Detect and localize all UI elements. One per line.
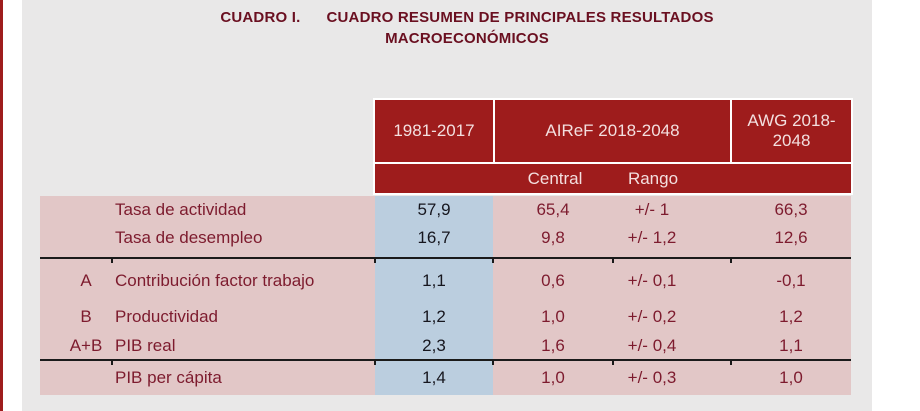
table-row: Tasa de actividad 57,9 65,4 +/- 1 66,3	[40, 196, 851, 224]
value-1981-2017: 2,3	[422, 335, 446, 355]
rule-tick	[492, 359, 494, 365]
rule-tick	[730, 257, 732, 263]
value-airef-rango: +/- 0,4	[627, 335, 677, 355]
table-number-label: CUADRO I.	[220, 9, 301, 26]
value-airef-rango: +/- 1,2	[627, 228, 677, 247]
row-label: Tasa de actividad	[115, 200, 247, 219]
value-awg: 1,1	[779, 335, 803, 355]
header-subrow: Central Rango	[373, 162, 853, 195]
header-col-airef: AIReF 2018-2048	[493, 98, 732, 164]
value-awg: 1,0	[779, 367, 803, 387]
section-rule-top	[40, 257, 851, 259]
value-airef-rango: +/- 0,2	[627, 306, 677, 326]
table-rows: Tasa de actividad 57,9 65,4 +/- 1 66,3 T…	[40, 196, 851, 395]
section-rule-bottom	[40, 359, 851, 361]
rule-tick	[492, 257, 494, 263]
value-airef-rango: +/- 0,1	[627, 271, 677, 290]
rule-tick	[730, 359, 732, 365]
row-label: Productividad	[115, 306, 219, 326]
table-row: PIB per cápita 1,4 1,0 +/- 0,3 1,0	[40, 360, 851, 395]
value-airef-central: 1,0	[541, 306, 565, 326]
value-airef-central: 1,6	[541, 335, 565, 355]
row-label: PIB real	[115, 335, 176, 355]
value-awg: -0,1	[776, 271, 806, 290]
header-col-1981-2017: 1981-2017	[373, 98, 495, 164]
header-col-awg: AWG 2018-2048	[730, 98, 853, 164]
row-sublabel: B	[80, 306, 92, 326]
value-airef-central: 0,6	[541, 271, 565, 290]
rule-tick	[374, 257, 376, 263]
table-title: CUADRO I. CUADRO RESUMEN DE PRINCIPALES R…	[42, 7, 892, 49]
row-label: Tasa de desempleo	[115, 228, 263, 247]
value-awg: 12,6	[774, 228, 808, 247]
value-1981-2017: 1,2	[422, 306, 446, 326]
value-airef-rango: +/- 0,3	[627, 367, 677, 387]
rule-tick	[374, 359, 376, 365]
table-row: B Productividad 1,2 1,0 +/- 0,2 1,2	[40, 302, 851, 331]
row-sublabel: A+B	[69, 335, 103, 355]
table-title-line1: CUADRO I. CUADRO RESUMEN DE PRINCIPALES R…	[42, 7, 892, 28]
table-body: Tasa de actividad 57,9 65,4 +/- 1 66,3 T…	[40, 196, 851, 395]
value-1981-2017: 1,1	[422, 271, 446, 290]
rule-tick	[612, 257, 614, 263]
value-awg: 1,2	[779, 306, 803, 326]
page-left-border	[0, 0, 3, 411]
highlight-column-1981-2017	[375, 196, 493, 395]
table-row: A Contribución factor trabajo 1,1 0,6 +/…	[40, 252, 851, 302]
rule-tick	[612, 359, 614, 365]
value-airef-central: 9,8	[541, 228, 565, 247]
table-title-text: CUADRO RESUMEN DE PRINCIPALES RESULTADOS	[326, 9, 714, 26]
value-awg: 66,3	[774, 200, 808, 219]
rule-tick	[111, 359, 113, 365]
subheader-rango: Rango	[627, 168, 679, 188]
value-airef-central: 65,4	[536, 200, 570, 219]
value-1981-2017: 1,4	[422, 367, 446, 387]
value-1981-2017: 57,9	[417, 200, 451, 219]
row-sublabel: A	[80, 271, 92, 290]
table-row: Tasa de desempleo 16,7 9,8 +/- 1,2 12,6	[40, 224, 851, 252]
table-title-line2: MACROECONÓMICOS	[385, 30, 549, 47]
value-airef-central: 1,0	[541, 367, 565, 387]
row-label: PIB per cápita	[115, 367, 222, 387]
value-airef-rango: +/- 1	[634, 200, 670, 219]
rule-tick	[111, 257, 113, 263]
row-label: Contribución factor trabajo	[115, 271, 315, 290]
value-1981-2017: 16,7	[417, 228, 451, 247]
subheader-central: Central	[527, 168, 583, 188]
table-row: A+B PIB real 2,3 1,6 +/- 0,4 1,1	[40, 331, 851, 360]
